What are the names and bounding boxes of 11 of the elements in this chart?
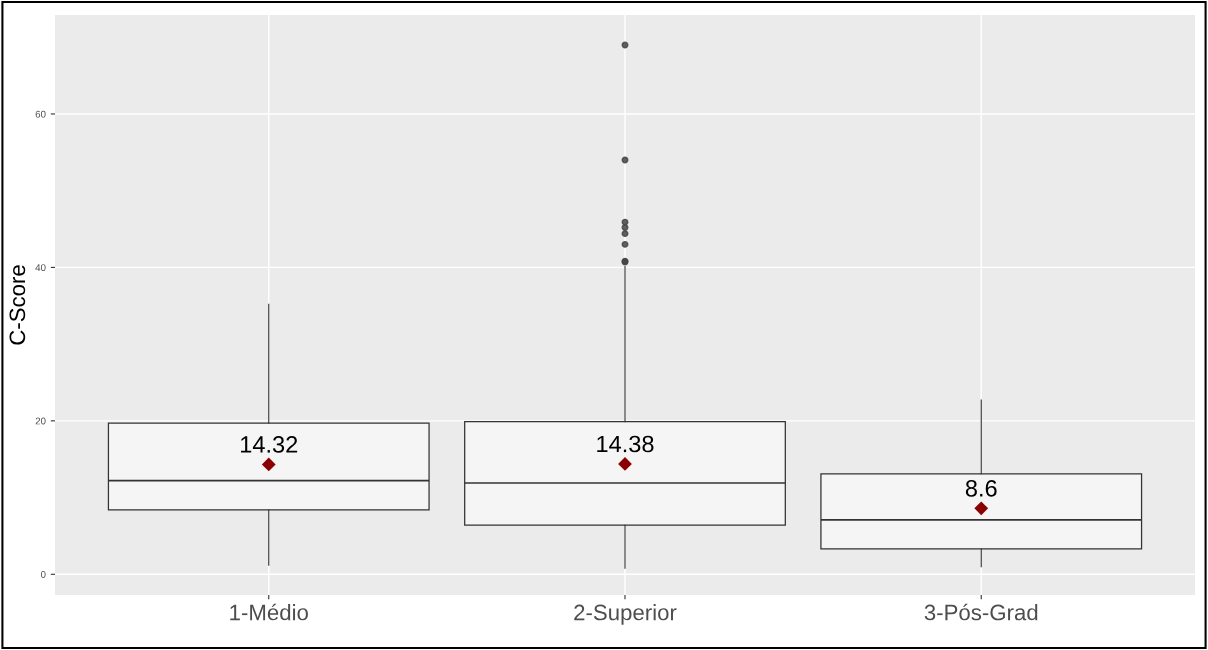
annotation: 14.38 (597, 435, 654, 453)
y-tick-label: 0 (40, 571, 46, 578)
annotation: 14.32 (241, 436, 298, 453)
y-tick-label: 20 (35, 417, 46, 425)
x-tick-label: 3-Pós-Grad (924, 603, 1038, 621)
x-tick-label: 1-Médio (230, 603, 308, 621)
y-axis-title: C-Score (9, 265, 26, 345)
annotation: 8.6 (965, 479, 997, 497)
y-tick-label: 40 (35, 264, 46, 272)
x-tick-label: 2-Superior (574, 604, 677, 625)
y-tick-label: 60 (35, 110, 46, 118)
